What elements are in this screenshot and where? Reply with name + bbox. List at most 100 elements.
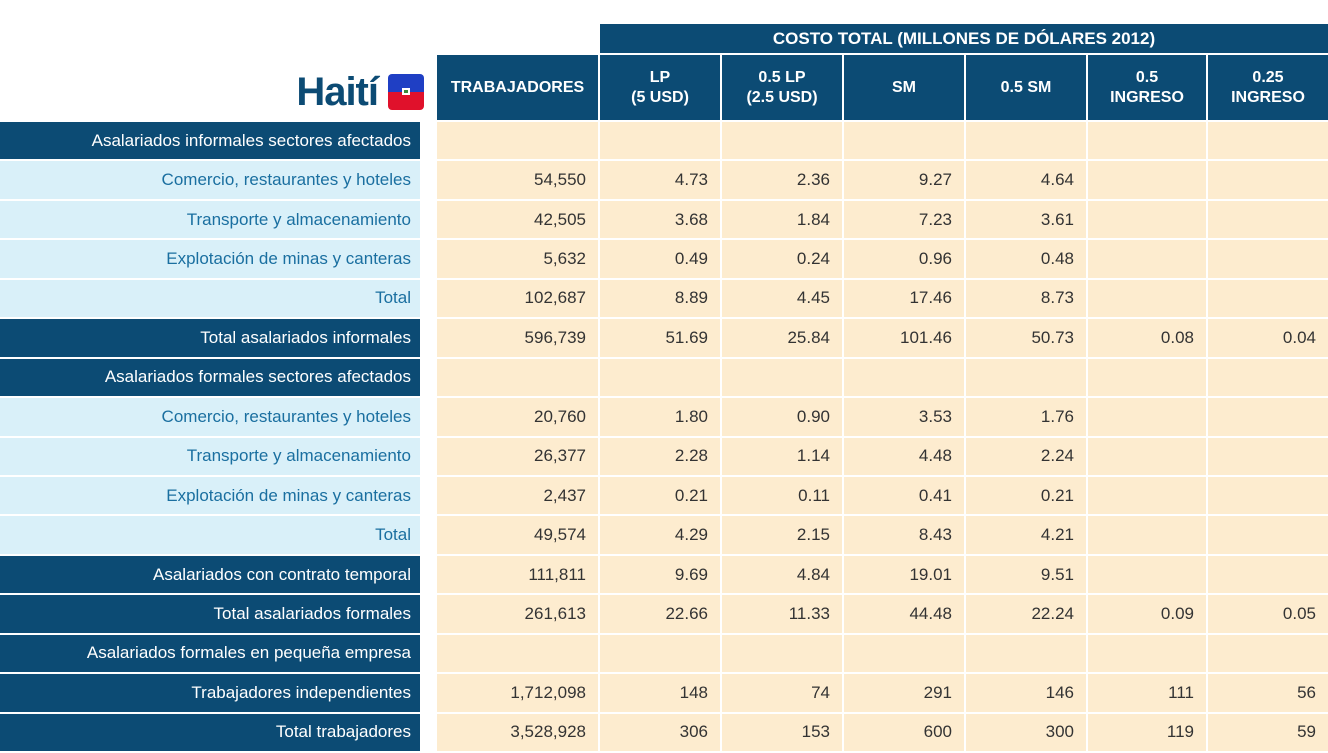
empty-cell xyxy=(1088,476,1206,515)
cell-value: 101.46 xyxy=(844,319,964,357)
empty-cell xyxy=(966,122,1086,160)
cell-value: 1.84 xyxy=(722,200,842,239)
column-header: TRABAJADORES xyxy=(437,55,598,120)
empty-cell xyxy=(722,358,842,397)
cell-value: 119 xyxy=(1088,713,1206,751)
empty-cell xyxy=(1208,398,1328,436)
cell-value: 148 xyxy=(600,674,720,712)
row-label: Transporte y almacenamiento xyxy=(0,200,420,239)
cell-value: 0.41 xyxy=(844,476,964,515)
empty-cell xyxy=(1208,122,1328,160)
empty-cell xyxy=(1208,476,1328,515)
cell-value: 0.11 xyxy=(722,476,842,515)
cell-value: 291 xyxy=(844,674,964,712)
row-label: Asalariados con contrato temporal xyxy=(0,555,420,594)
cell-value: 9.51 xyxy=(966,555,1086,594)
column-header: SM xyxy=(844,55,964,120)
column-header: 0.5 SM xyxy=(966,55,1086,120)
empty-cell xyxy=(1208,200,1328,239)
column-header: LP (5 USD) xyxy=(600,55,720,120)
cell-value: 59 xyxy=(1208,713,1328,751)
cell-value: 42,505 xyxy=(437,200,598,239)
cell-value: 4.84 xyxy=(722,555,842,594)
row-label: Asalariados formales sectores afectados xyxy=(0,358,420,397)
empty-cell xyxy=(1208,555,1328,594)
cell-value: 44.48 xyxy=(844,595,964,633)
cell-value: 1,712,098 xyxy=(437,674,598,712)
title: Haití xyxy=(296,70,379,114)
cell-value: 2,437 xyxy=(437,476,598,515)
cell-value: 300 xyxy=(966,713,1086,751)
empty-cell xyxy=(600,122,720,160)
cell-value: 9.27 xyxy=(844,161,964,199)
cell-value: 22.66 xyxy=(600,595,720,633)
cell-value: 0.21 xyxy=(966,476,1086,515)
cell-value: 0.09 xyxy=(1088,595,1206,633)
empty-cell xyxy=(1088,200,1206,239)
cell-value: 102,687 xyxy=(437,279,598,318)
cell-value: 596,739 xyxy=(437,319,598,357)
group-header: COSTO TOTAL (MILLONES DE DÓLARES 2012) xyxy=(600,24,1328,53)
cell-value: 49,574 xyxy=(437,516,598,554)
cell-value: 4.64 xyxy=(966,161,1086,199)
empty-cell xyxy=(1088,161,1206,199)
row-label: Asalariados formales en pequeña empresa xyxy=(0,634,420,673)
cell-value: 153 xyxy=(722,713,842,751)
empty-cell xyxy=(844,358,964,397)
cell-value: 20,760 xyxy=(437,398,598,436)
column-header: 0.25 INGRESO xyxy=(1208,55,1328,120)
column-header: 0.5 INGRESO xyxy=(1088,55,1206,120)
cell-value: 600 xyxy=(844,713,964,751)
cell-value: 3.68 xyxy=(600,200,720,239)
cell-value: 0.90 xyxy=(722,398,842,436)
cell-value: 11.33 xyxy=(722,595,842,633)
empty-cell xyxy=(1088,634,1206,673)
empty-cell xyxy=(1208,516,1328,554)
cell-value: 22.24 xyxy=(966,595,1086,633)
cell-value: 1.80 xyxy=(600,398,720,436)
empty-cell xyxy=(437,358,598,397)
cell-value: 0.21 xyxy=(600,476,720,515)
cell-value: 4.21 xyxy=(966,516,1086,554)
empty-cell xyxy=(600,358,720,397)
empty-cell xyxy=(844,122,964,160)
row-label: Total asalariados formales xyxy=(0,595,420,633)
cell-value: 9.69 xyxy=(600,555,720,594)
empty-cell xyxy=(1088,279,1206,318)
empty-cell xyxy=(1088,358,1206,397)
empty-cell xyxy=(966,634,1086,673)
empty-cell xyxy=(1088,437,1206,475)
cell-value: 2.28 xyxy=(600,437,720,475)
empty-cell xyxy=(1208,437,1328,475)
row-label: Total xyxy=(0,516,420,554)
column-header: 0.5 LP (2.5 USD) xyxy=(722,55,842,120)
cell-value: 261,613 xyxy=(437,595,598,633)
empty-cell xyxy=(722,122,842,160)
cell-value: 0.49 xyxy=(600,240,720,278)
flag xyxy=(388,74,424,110)
row-label: Comercio, restaurantes y hoteles xyxy=(0,161,420,199)
cell-value: 4.29 xyxy=(600,516,720,554)
empty-cell xyxy=(1088,398,1206,436)
row-label: Trabajadores independientes xyxy=(0,674,420,712)
cell-value: 26,377 xyxy=(437,437,598,475)
row-label: Total xyxy=(0,279,420,318)
cell-value: 19.01 xyxy=(844,555,964,594)
cell-value: 4.45 xyxy=(722,279,842,318)
empty-cell xyxy=(1088,122,1206,160)
cell-value: 5,632 xyxy=(437,240,598,278)
row-label: Transporte y almacenamiento xyxy=(0,437,420,475)
empty-cell xyxy=(1088,555,1206,594)
cell-value: 0.96 xyxy=(844,240,964,278)
cell-value: 4.73 xyxy=(600,161,720,199)
cell-value: 25.84 xyxy=(722,319,842,357)
empty-cell xyxy=(600,634,720,673)
empty-cell xyxy=(1088,516,1206,554)
cell-value: 54,550 xyxy=(437,161,598,199)
cell-value: 17.46 xyxy=(844,279,964,318)
cell-value: 306 xyxy=(600,713,720,751)
cell-value: 3.53 xyxy=(844,398,964,436)
cell-value: 111 xyxy=(1088,674,1206,712)
cell-value: 2.36 xyxy=(722,161,842,199)
cell-value: 3,528,928 xyxy=(437,713,598,751)
